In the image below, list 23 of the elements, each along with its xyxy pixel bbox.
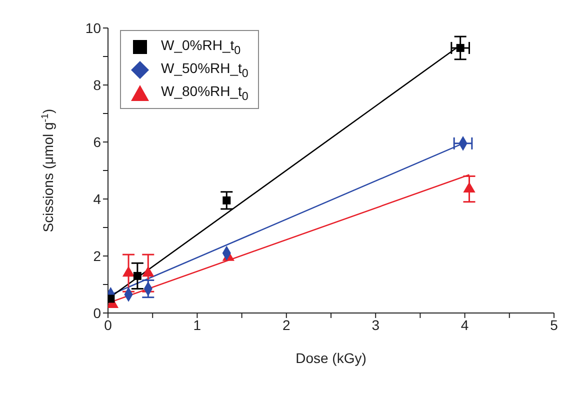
legend-label: W_80%RH_t$_{0}$ [161, 82, 248, 102]
legend-label: W_50%RH_t$_{0}$ [161, 60, 248, 80]
y-tick-label: 6 [93, 134, 102, 150]
point [142, 266, 154, 277]
x-tick-label: 5 [550, 316, 558, 333]
x-tick-label: 0 [104, 316, 112, 333]
point [122, 266, 135, 277]
point [108, 294, 115, 303]
legend-label: W_0%RH_t$_{0}$ [161, 36, 241, 56]
y-tick-label: 8 [93, 76, 102, 93]
y-tick-label: 4 [93, 190, 102, 207]
x-axis-title: Dose (kGy) [296, 350, 366, 366]
x-tick-label: 2 [282, 316, 290, 333]
y-tick-label: 2 [93, 248, 102, 264]
y-tick-label: 0 [93, 304, 102, 321]
y-tick-label: 10 [85, 20, 102, 36]
point [133, 272, 142, 280]
point [222, 196, 231, 204]
x-tick-label: 4 [460, 316, 469, 333]
point [456, 44, 464, 52]
point [463, 182, 476, 193]
x-tick-label: 1 [193, 316, 202, 333]
x-tick-label: 3 [372, 316, 380, 333]
